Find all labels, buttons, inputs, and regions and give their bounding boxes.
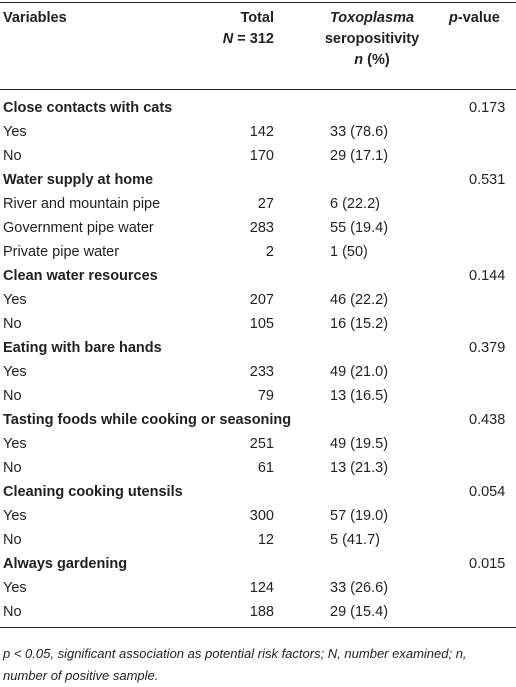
section-label: Water supply at home: [3, 172, 154, 188]
row-seropositivity: 49 (21.0): [330, 364, 389, 380]
section-label: Tasting foods while cooking or seasoning: [3, 412, 292, 428]
section-label: Close contacts with cats: [3, 100, 173, 116]
row-seropositivity: 33 (78.6): [330, 124, 389, 140]
row-total: 283: [249, 220, 274, 236]
row-seropositivity: 5 (41.7): [330, 532, 380, 548]
row-seropositivity: 33 (26.6): [330, 580, 389, 596]
row-total: 124: [249, 580, 274, 596]
row-seropositivity: 57 (19.0): [330, 508, 389, 524]
header-toxoplasma: Toxoplasma: [329, 10, 415, 26]
section-pvalue: 0.015: [469, 556, 506, 572]
section-pvalue: 0.438: [469, 412, 506, 428]
section-pvalue: 0.531: [469, 172, 506, 188]
row-seropositivity: 55 (19.4): [330, 220, 389, 236]
row-seropositivity: 16 (15.2): [330, 316, 389, 332]
row-seropositivity: 13 (21.3): [330, 460, 389, 476]
section-label: Cleaning cooking utensils: [3, 484, 183, 500]
row-label: Yes: [3, 124, 27, 140]
row-total: 207: [249, 292, 274, 308]
row-label: No: [3, 604, 22, 620]
row-total: 27: [257, 196, 274, 212]
row-seropositivity: 13 (16.5): [330, 388, 389, 404]
header-pvalue: p-value: [449, 10, 500, 26]
row-label: Yes: [3, 580, 27, 596]
row-label: No: [3, 316, 22, 332]
row-label: Yes: [3, 436, 27, 452]
section-pvalue: 0.054: [469, 484, 506, 500]
row-total: 79: [257, 388, 274, 404]
section-pvalue: 0.379: [469, 340, 506, 356]
header-sero-label: seropositivity: [324, 31, 420, 47]
table-footnote: p < 0.05, significant association as pot…: [3, 646, 467, 683]
section-pvalue: 0.173: [469, 100, 506, 116]
header-sero-n: n (%): [354, 52, 390, 68]
row-label: Private pipe water: [3, 244, 120, 260]
row-seropositivity: 1 (50): [330, 244, 368, 260]
header-seropositivity: Toxoplasma seropositivity n (%): [317, 8, 427, 71]
row-label: Yes: [3, 292, 27, 308]
row-label: No: [3, 388, 22, 404]
section-label: Clean water resources: [3, 268, 158, 284]
row-label: No: [3, 532, 22, 548]
row-total: 61: [257, 460, 274, 476]
row-seropositivity: 6 (22.2): [330, 196, 380, 212]
row-seropositivity: 46 (22.2): [330, 292, 389, 308]
row-total: 2: [265, 244, 274, 260]
row-label: Yes: [3, 364, 27, 380]
section-label: Eating with bare hands: [3, 340, 162, 356]
header-total-label: Total: [240, 10, 274, 26]
row-seropositivity: 29 (15.4): [330, 604, 389, 620]
row-total: 251: [249, 436, 274, 452]
top-rule: [0, 2, 516, 3]
bottom-rule: [0, 627, 516, 628]
row-label: No: [3, 460, 22, 476]
header-total-n: N = 312: [222, 31, 274, 47]
row-total: 105: [249, 316, 274, 332]
row-total: 12: [257, 532, 274, 548]
section-label: Always gardening: [3, 556, 128, 572]
row-label: Government pipe water: [3, 220, 154, 236]
header-total: Total N = 312: [223, 8, 274, 50]
row-label: Yes: [3, 508, 27, 524]
row-total: 142: [249, 124, 274, 140]
row-seropositivity: 49 (19.5): [330, 436, 389, 452]
row-total: 170: [249, 148, 274, 164]
row-total: 188: [249, 604, 274, 620]
row-total: 233: [249, 364, 274, 380]
section-pvalue: 0.144: [469, 268, 506, 284]
row-label: No: [3, 148, 22, 164]
header-variables: Variables: [3, 10, 67, 26]
row-total: 300: [249, 508, 274, 524]
row-label: River and mountain pipe: [3, 196, 161, 212]
row-seropositivity: 29 (17.1): [330, 148, 389, 164]
header-rule: [0, 89, 516, 90]
